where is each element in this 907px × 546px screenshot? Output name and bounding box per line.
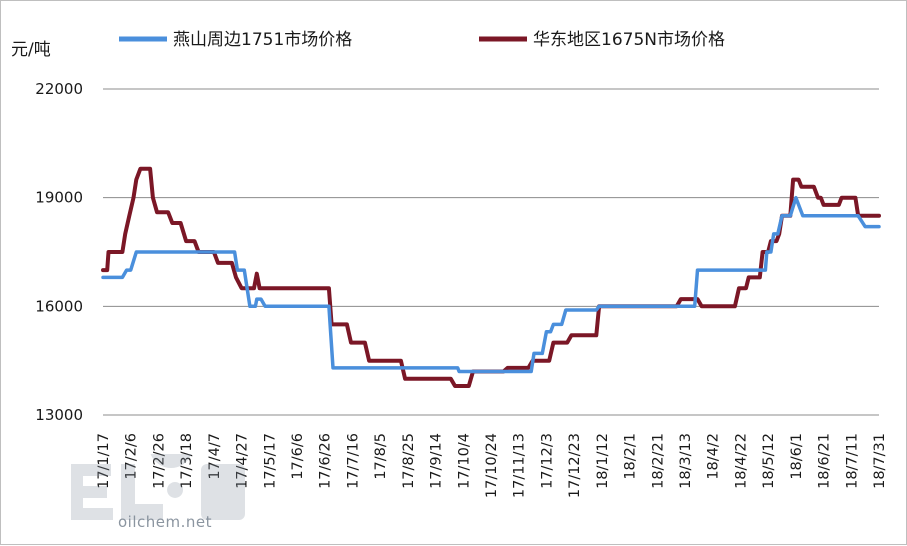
x-tick-label: 18/3/13: [678, 433, 694, 489]
x-tick-label: 18/7/11: [844, 433, 860, 489]
x-tick-label: 17/11/13: [512, 433, 528, 498]
x-tick-label: 17/6/26: [318, 433, 334, 489]
x-tick-label: 17/12/3: [539, 433, 555, 489]
series-line: [101, 166, 881, 388]
watermark-brand-text: oilchem.net: [118, 513, 212, 531]
x-tick-label: 18/6/1: [789, 433, 805, 480]
x-tick-label: 18/1/12: [595, 433, 611, 489]
x-tick-label: 17/10/24: [484, 433, 500, 498]
y-tick-label: 22000: [35, 80, 83, 98]
x-tick-label: 17/10/4: [456, 433, 472, 489]
x-tick-label: 17/4/27: [235, 433, 251, 489]
x-tick-label: 17/7/16: [345, 433, 361, 489]
y-tick-label: 16000: [35, 297, 83, 315]
y-tick-label: 13000: [35, 406, 83, 424]
x-tick-label: 18/6/21: [817, 433, 833, 489]
x-tick-label: 17/2/26: [151, 433, 167, 489]
legend: 燕山周边1751市场价格 华东地区1675N市场价格: [119, 30, 725, 50]
y-tick-label: 19000: [35, 189, 83, 207]
x-tick-label: 17/2/6: [124, 433, 140, 480]
x-tick-label: 18/4/22: [733, 433, 749, 489]
oilchem-logo-icon: [71, 454, 245, 520]
legend-label: 华东地区1675N市场价格: [533, 30, 725, 50]
x-tick-label: 17/3/18: [179, 433, 195, 489]
x-tick-label: 17/12/23: [567, 433, 583, 498]
legend-label: 燕山周边1751市场价格: [173, 30, 352, 50]
x-tick-label: 17/8/25: [401, 433, 417, 489]
y-axis-unit-label: 元/吨: [11, 40, 51, 60]
x-tick-label: 18/5/12: [761, 433, 777, 489]
series-lines: [101, 166, 881, 388]
x-axis: 17/1/17 17/2/6 17/2/26 17/3/18 17/4/7 17/4/27…: [96, 414, 888, 498]
x-tick-label: 18/2/21: [650, 433, 666, 489]
x-tick-label: 17/8/5: [373, 433, 389, 480]
x-tick-label: 18/2/1: [623, 433, 639, 480]
x-tick-label: 17/4/7: [207, 433, 223, 480]
x-tick-label: 18/7/31: [872, 433, 888, 489]
x-tick-label: 17/9/14: [429, 433, 445, 489]
y-axis: 13000 16000 19000 22000: [35, 80, 83, 424]
series-line: [101, 195, 881, 374]
x-tick-label: 18/4/2: [706, 433, 722, 480]
x-tick-label: 17/5/17: [262, 433, 278, 489]
x-tick-label: 17/6/6: [290, 433, 306, 480]
x-tick-label: 17/1/17: [96, 433, 112, 489]
